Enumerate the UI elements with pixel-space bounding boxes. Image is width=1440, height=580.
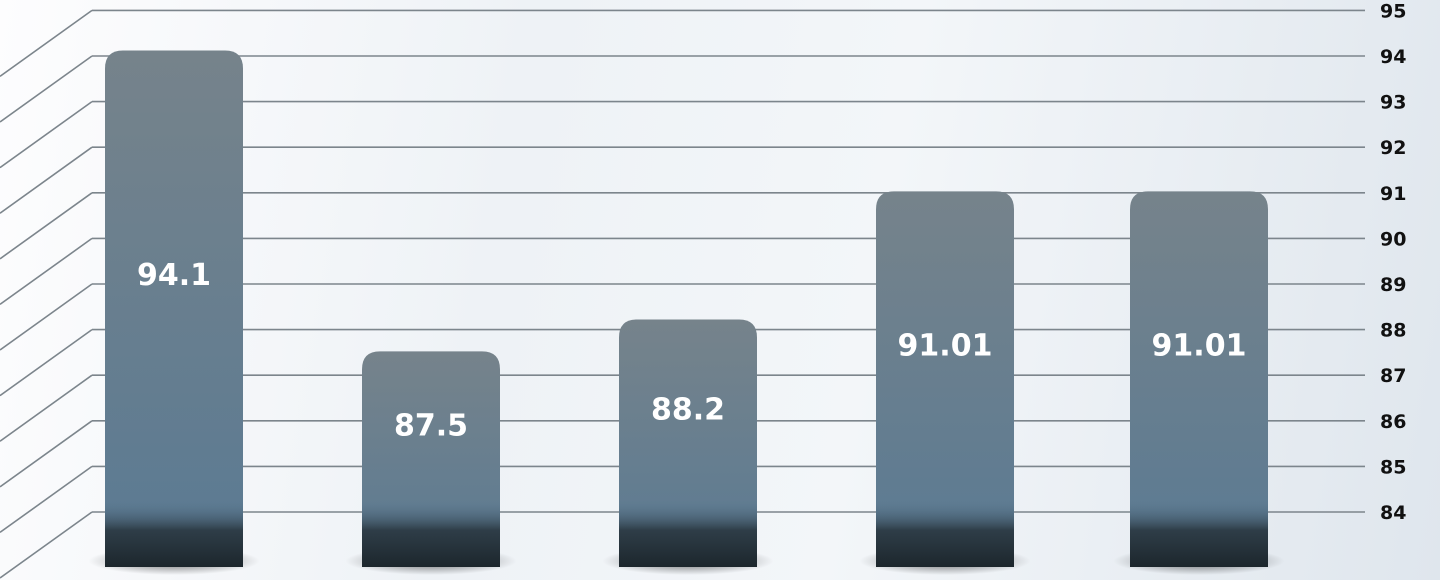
y-tick-label: 87 bbox=[1380, 365, 1406, 387]
gridline-depth bbox=[0, 100, 93, 169]
bar-base-shade bbox=[362, 500, 500, 567]
y-tick-label: 92 bbox=[1380, 137, 1406, 159]
bar bbox=[876, 191, 1014, 567]
bar-base-shade bbox=[105, 500, 243, 567]
data-label: 94.1 bbox=[137, 258, 211, 293]
y-tick-label: 90 bbox=[1380, 228, 1406, 250]
gridline-depth bbox=[0, 420, 93, 488]
gridline-depth bbox=[0, 192, 93, 260]
data-label: 87.5 bbox=[394, 409, 468, 444]
bar-base-shade bbox=[876, 500, 1014, 567]
gridline-depth bbox=[0, 465, 93, 534]
gridline-depth bbox=[0, 146, 93, 214]
gridline-depth bbox=[0, 374, 93, 442]
y-tick-label: 84 bbox=[1380, 502, 1406, 524]
y-tick-label: 85 bbox=[1380, 456, 1406, 478]
y-tick-label: 88 bbox=[1380, 320, 1406, 342]
y-tick-label: 94 bbox=[1380, 46, 1406, 68]
data-label: 88.2 bbox=[651, 393, 725, 428]
bar bbox=[105, 50, 243, 567]
gridline-depth bbox=[0, 283, 93, 351]
data-label: 91.01 bbox=[1152, 329, 1247, 364]
y-tick-label: 93 bbox=[1380, 92, 1406, 114]
gridline-depth bbox=[0, 328, 93, 397]
y-tick-label: 86 bbox=[1380, 411, 1406, 433]
y-tick-label: 95 bbox=[1380, 0, 1406, 22]
bar-base-shade bbox=[619, 500, 757, 567]
gridline-depth bbox=[0, 9, 93, 78]
gridline-depth bbox=[0, 511, 93, 579]
y-axis: 84 85 86 87 88 89 90 91 92 93 94 95 bbox=[1380, 0, 1406, 524]
bar-base-shade bbox=[1130, 500, 1268, 567]
data-labels: 94.1 87.5 88.2 91.01 91.01 bbox=[137, 258, 1246, 443]
gridline-depth bbox=[0, 55, 93, 123]
data-label: 91.01 bbox=[898, 329, 993, 364]
bar bbox=[1130, 191, 1268, 567]
gridline-depth bbox=[0, 237, 93, 306]
y-tick-label: 89 bbox=[1380, 274, 1406, 296]
y-tick-label: 91 bbox=[1380, 183, 1406, 205]
bars bbox=[88, 50, 1285, 575]
